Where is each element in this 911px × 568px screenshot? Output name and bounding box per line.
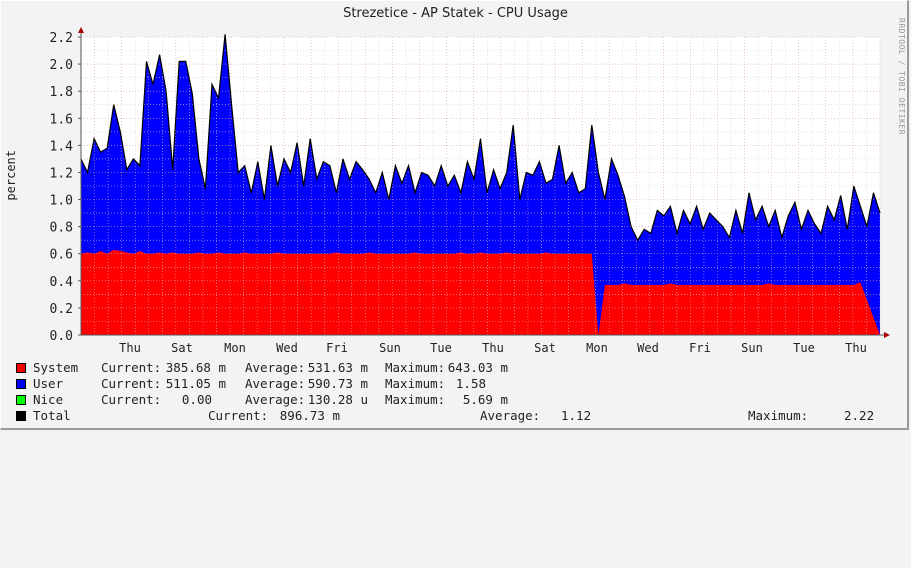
- legend-label: Average:: [245, 392, 306, 407]
- legend-value: 130.28 u: [307, 392, 368, 407]
- x-tick-label: Sun: [379, 341, 401, 355]
- x-tick-label: Sun: [741, 341, 763, 355]
- grid: [81, 36, 881, 335]
- x-tick-label: Mon: [586, 341, 608, 355]
- legend-name: Total: [33, 408, 71, 423]
- legend-name: Nice: [33, 392, 64, 407]
- legend-value: 531.63 m: [307, 360, 368, 375]
- legend-label: Maximum:: [385, 392, 446, 407]
- y-tick-label: 2.0: [50, 58, 73, 73]
- x-tick-label: Fri: [326, 341, 348, 355]
- x-tick-label: Thu: [845, 341, 867, 355]
- legend-row-total: Total Current: 896.73 m Average: 1.12 Ma…: [16, 408, 874, 424]
- x-tick-label: Thu: [119, 341, 141, 355]
- y-tick-label: 0.4: [50, 275, 74, 290]
- rrdtool-watermark: RRDTOOL / TOBI OETIKER: [897, 18, 906, 135]
- legend-name: User: [33, 376, 64, 391]
- legend-label: Average:: [245, 376, 306, 391]
- legend-value: 0.00: [181, 392, 212, 407]
- legend-row-nice: Nice Current: 0.00 Average: 130.28 u Max…: [16, 392, 508, 408]
- total-line: [80, 34, 881, 242]
- legend-value: 590.73 m: [307, 376, 368, 391]
- x-tick-label: Sat: [171, 341, 193, 355]
- legend-label: Average:: [480, 408, 541, 423]
- nice-color-swatch: [16, 395, 26, 405]
- y-tick-label: 0.2: [50, 302, 73, 317]
- legend-value: 385.68 m: [165, 360, 226, 375]
- legend-value: 2.22: [844, 408, 875, 423]
- y-tick-label: 1.2: [50, 166, 73, 181]
- x-tick-label: Tue: [430, 341, 452, 355]
- y-tick-label: 0.8: [50, 221, 73, 236]
- legend-label: Current:: [208, 408, 269, 423]
- legend-value: 896.73 m: [279, 408, 340, 423]
- x-tick-label: Mon: [224, 341, 246, 355]
- legend-value: 5.69 m: [462, 392, 508, 407]
- graph-frame: [0, 0, 909, 430]
- legend-label: Average:: [245, 360, 306, 375]
- legend-row-system: System Current: 385.68 m Average: 531.63…: [16, 360, 508, 376]
- y-tick-label: 1.4: [50, 139, 74, 154]
- y-tick-label: 1.8: [50, 85, 73, 100]
- system-area: [81, 249, 880, 335]
- legend-value: 1.12: [561, 408, 592, 423]
- legend-row-user: User Current: 511.05 m Average: 590.73 m…: [16, 376, 486, 392]
- legend-value: 1.58: [455, 376, 486, 391]
- legend-label: Current:: [101, 376, 162, 391]
- legend-label: Current:: [101, 360, 162, 375]
- legend-label: Maximum:: [385, 376, 446, 391]
- chart-title: Strezetice - AP Statek - CPU Usage: [343, 6, 568, 21]
- x-tick-label: Wed: [637, 341, 659, 355]
- legend-label: Maximum:: [748, 408, 809, 423]
- cpu-usage-chart: 0.0 0.2 0.4 0.6 0.8 1.0 1.2 1.4 1.6 1.8 2.0 2.2 Thu S…: [50, 27, 890, 355]
- x-tick-label: Wed: [276, 341, 298, 355]
- user-color-swatch: [16, 379, 26, 389]
- legend-name: System: [33, 360, 79, 375]
- y-tick-label: 1.0: [50, 194, 73, 209]
- y-tick-label: 0.6: [50, 248, 73, 263]
- x-tick-label: Fri: [689, 341, 711, 355]
- legend-label: Current:: [101, 392, 162, 407]
- legend-value: 511.05 m: [165, 376, 226, 391]
- system-color-swatch: [16, 363, 26, 373]
- total-color-swatch: [16, 411, 26, 421]
- x-tick-label: Sat: [534, 341, 556, 355]
- legend-label: Maximum:: [385, 360, 446, 375]
- y-tick-label: 2.2: [50, 31, 73, 46]
- y-tick-label: 1.6: [50, 112, 73, 127]
- x-tick-label: Tue: [793, 341, 815, 355]
- x-tick-label: Thu: [482, 341, 504, 355]
- legend-value: 643.03 m: [447, 360, 508, 375]
- y-axis-arrow-icon: [78, 27, 84, 33]
- y-tick-label: 0.0: [50, 329, 73, 344]
- x-axis-arrow-icon: [884, 332, 890, 338]
